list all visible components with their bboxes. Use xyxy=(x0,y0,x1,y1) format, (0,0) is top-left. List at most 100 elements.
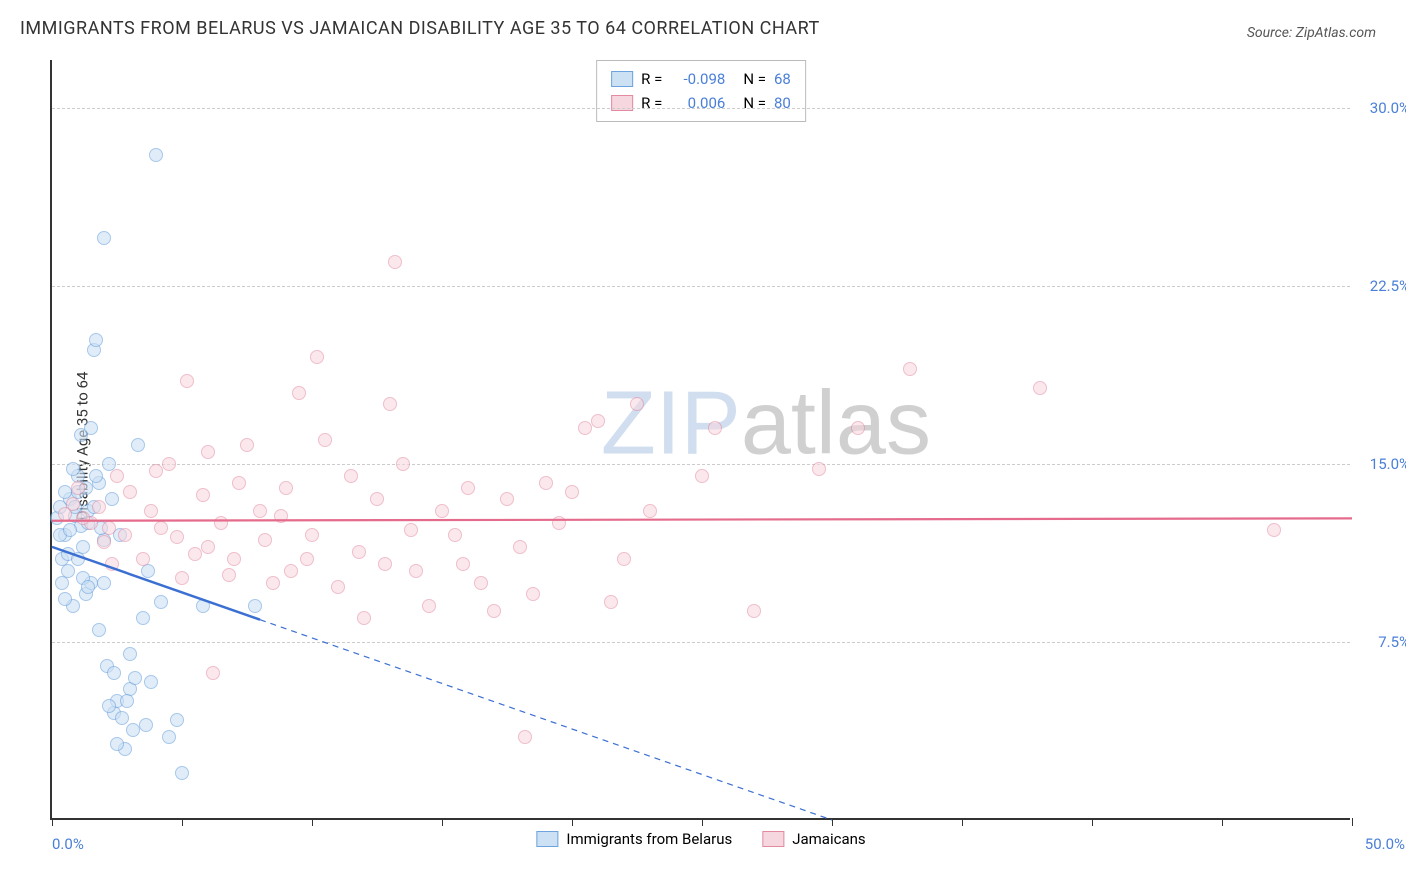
data-point xyxy=(383,397,397,411)
data-point xyxy=(513,540,527,554)
data-point xyxy=(144,504,158,518)
legend-correlation-row: R =-0.098N =68 xyxy=(611,67,791,91)
x-tick xyxy=(442,818,443,826)
data-point xyxy=(630,397,644,411)
data-point xyxy=(539,476,553,490)
r-value: -0.098 xyxy=(670,67,725,91)
data-point xyxy=(318,433,332,447)
data-point xyxy=(305,528,319,542)
data-point xyxy=(310,350,324,364)
data-point xyxy=(456,557,470,571)
watermark: ZIPatlas xyxy=(601,372,931,475)
data-point xyxy=(105,492,119,506)
data-point xyxy=(201,445,215,459)
data-point xyxy=(378,557,392,571)
gridline xyxy=(52,642,1350,643)
data-point xyxy=(128,671,142,685)
data-point xyxy=(71,552,85,566)
legend-correlation-box: R =-0.098N =68R =0.006N =80 xyxy=(596,60,806,122)
data-point xyxy=(126,723,140,737)
data-point xyxy=(66,497,80,511)
data-point xyxy=(487,604,501,618)
legend-series-item: Jamaicans xyxy=(762,830,865,848)
data-point xyxy=(123,647,137,661)
data-point xyxy=(422,599,436,613)
data-point xyxy=(196,599,210,613)
data-point xyxy=(461,481,475,495)
source-name: ZipAtlas.com xyxy=(1296,25,1376,41)
n-label: N = xyxy=(743,67,766,91)
watermark-atlas: atlas xyxy=(741,373,931,473)
data-point xyxy=(63,523,77,537)
data-point xyxy=(180,374,194,388)
data-point xyxy=(58,592,72,606)
data-point xyxy=(409,564,423,578)
data-point xyxy=(55,576,69,590)
gridline xyxy=(52,286,1350,287)
x-tick xyxy=(572,818,573,826)
data-point xyxy=(591,414,605,428)
data-point xyxy=(149,148,163,162)
data-point xyxy=(89,333,103,347)
r-label: R = xyxy=(641,91,662,115)
data-point xyxy=(123,485,137,499)
data-point xyxy=(115,711,129,725)
legend-series: Immigrants from Belarus Jamaicans xyxy=(536,830,865,848)
chart-title: IMMIGRANTS FROM BELARUS VS JAMAICAN DISA… xyxy=(20,18,820,39)
data-point xyxy=(344,469,358,483)
legend-swatch xyxy=(536,831,558,847)
data-point xyxy=(565,485,579,499)
data-point xyxy=(222,568,236,582)
source-prefix: Source: xyxy=(1247,25,1296,41)
plot-area: ZIPatlas R =-0.098N =68R =0.006N =80 0.0… xyxy=(50,60,1350,820)
data-point xyxy=(162,457,176,471)
data-point xyxy=(708,421,722,435)
data-point xyxy=(695,469,709,483)
data-point xyxy=(300,552,314,566)
y-tick-label: 22.5% xyxy=(1370,277,1406,295)
data-point xyxy=(214,516,228,530)
data-point xyxy=(201,540,215,554)
data-point xyxy=(97,576,111,590)
data-point xyxy=(292,386,306,400)
gridline xyxy=(52,108,1350,109)
data-point xyxy=(279,481,293,495)
data-point xyxy=(97,231,111,245)
data-point xyxy=(92,623,106,637)
data-point xyxy=(284,564,298,578)
legend-swatch xyxy=(762,831,784,847)
data-point xyxy=(604,595,618,609)
data-point xyxy=(357,611,371,625)
r-value: 0.006 xyxy=(670,91,725,115)
x-tick xyxy=(962,818,963,826)
data-point xyxy=(240,438,254,452)
data-point xyxy=(266,576,280,590)
x-tick xyxy=(1352,818,1353,826)
data-point xyxy=(435,504,449,518)
data-point xyxy=(404,523,418,537)
data-point xyxy=(196,488,210,502)
data-point xyxy=(388,255,402,269)
data-point xyxy=(110,737,124,751)
data-point xyxy=(526,587,540,601)
data-point xyxy=(175,766,189,780)
data-point xyxy=(139,718,153,732)
legend-series-item: Immigrants from Belarus xyxy=(536,830,732,848)
data-point xyxy=(248,599,262,613)
data-point xyxy=(110,469,124,483)
data-point xyxy=(747,604,761,618)
legend-swatch xyxy=(611,95,633,111)
legend-series-label: Immigrants from Belarus xyxy=(566,830,732,848)
data-point xyxy=(253,504,267,518)
x-tick xyxy=(702,818,703,826)
x-tick xyxy=(312,818,313,826)
data-point xyxy=(136,611,150,625)
y-tick-label: 7.5% xyxy=(1378,633,1406,651)
data-point xyxy=(1267,523,1281,537)
legend-series-label: Jamaicans xyxy=(792,830,865,848)
x-axis-min-label: 0.0% xyxy=(52,835,84,853)
data-point xyxy=(370,492,384,506)
data-point xyxy=(102,521,116,535)
data-point xyxy=(131,438,145,452)
data-point xyxy=(162,730,176,744)
